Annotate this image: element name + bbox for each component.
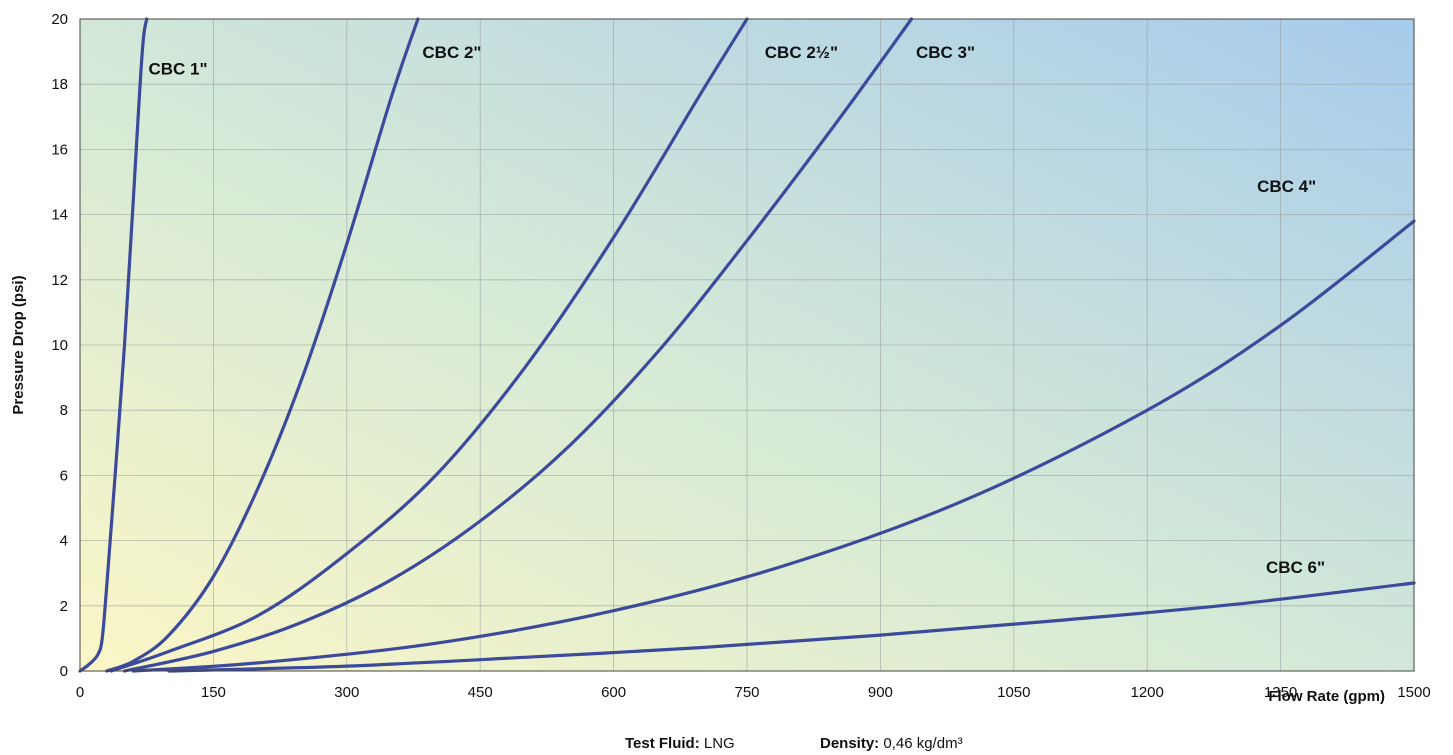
y-tick-label: 6 (60, 467, 68, 484)
x-tick-label: 0 (76, 684, 84, 701)
y-tick-label: 8 (60, 402, 68, 419)
y-axis-title: Pressure Drop (psi) (10, 275, 27, 414)
x-axis-ticks: 0 150 300 450 600 750 900 1050 1200 1350 1500 (76, 684, 1431, 701)
series-label: CBC 6" (1266, 558, 1325, 577)
series-line-2 (109, 17, 749, 673)
series-label: CBC 2" (422, 43, 481, 62)
x-axis-title: Flow Rate (gpm) (1268, 688, 1385, 705)
series-labels: CBC 1" CBC 2" CBC 2½" CBC 3" CBC 4" CBC 6" (148, 43, 1325, 577)
y-tick-label: 4 (60, 533, 68, 550)
test-conditions-note: Test Fluid: LNG Density: 0,46 kg/dm³ (625, 735, 963, 752)
density-label: Density: (820, 735, 879, 752)
test-fluid-label: Test Fluid: (625, 735, 700, 752)
x-tick-label: 300 (334, 684, 359, 701)
series-label: CBC 3" (916, 43, 975, 62)
x-tick-label: 600 (601, 684, 626, 701)
series-label: CBC 1" (148, 59, 207, 78)
x-tick-label: 1350 (1264, 684, 1297, 701)
series-line-0 (78, 17, 149, 673)
x-tick-label: 1200 (1131, 684, 1164, 701)
series-line-4 (131, 219, 1416, 673)
test-fluid-value: LNG (700, 735, 735, 752)
y-tick-label: 0 (60, 663, 68, 680)
x-tick-label: 1500 (1397, 684, 1430, 701)
series-line-5 (167, 581, 1416, 673)
y-tick-label: 20 (51, 11, 68, 28)
x-tick-label: 1050 (997, 684, 1030, 701)
y-tick-label: 14 (51, 207, 68, 224)
x-tick-label: 750 (734, 684, 759, 701)
density-value: 0,46 kg/dm³ (879, 735, 962, 752)
y-axis-ticks: 0 2 4 6 8 10 12 14 16 18 20 (51, 11, 68, 680)
series-line-1 (105, 17, 420, 673)
x-tick-label: 150 (201, 684, 226, 701)
series-lines (78, 17, 1416, 673)
x-tick-label: 450 (468, 684, 493, 701)
series-line-3 (122, 17, 914, 673)
y-tick-label: 16 (51, 141, 68, 158)
y-tick-label: 10 (51, 337, 68, 354)
y-tick-label: 12 (51, 272, 68, 289)
series-label: CBC 2½" (765, 43, 838, 62)
series-label: CBC 4" (1257, 177, 1316, 196)
y-tick-label: 2 (60, 598, 68, 615)
plot-frame (79, 18, 1415, 672)
y-tick-label: 18 (51, 76, 68, 93)
x-tick-label: 900 (868, 684, 893, 701)
